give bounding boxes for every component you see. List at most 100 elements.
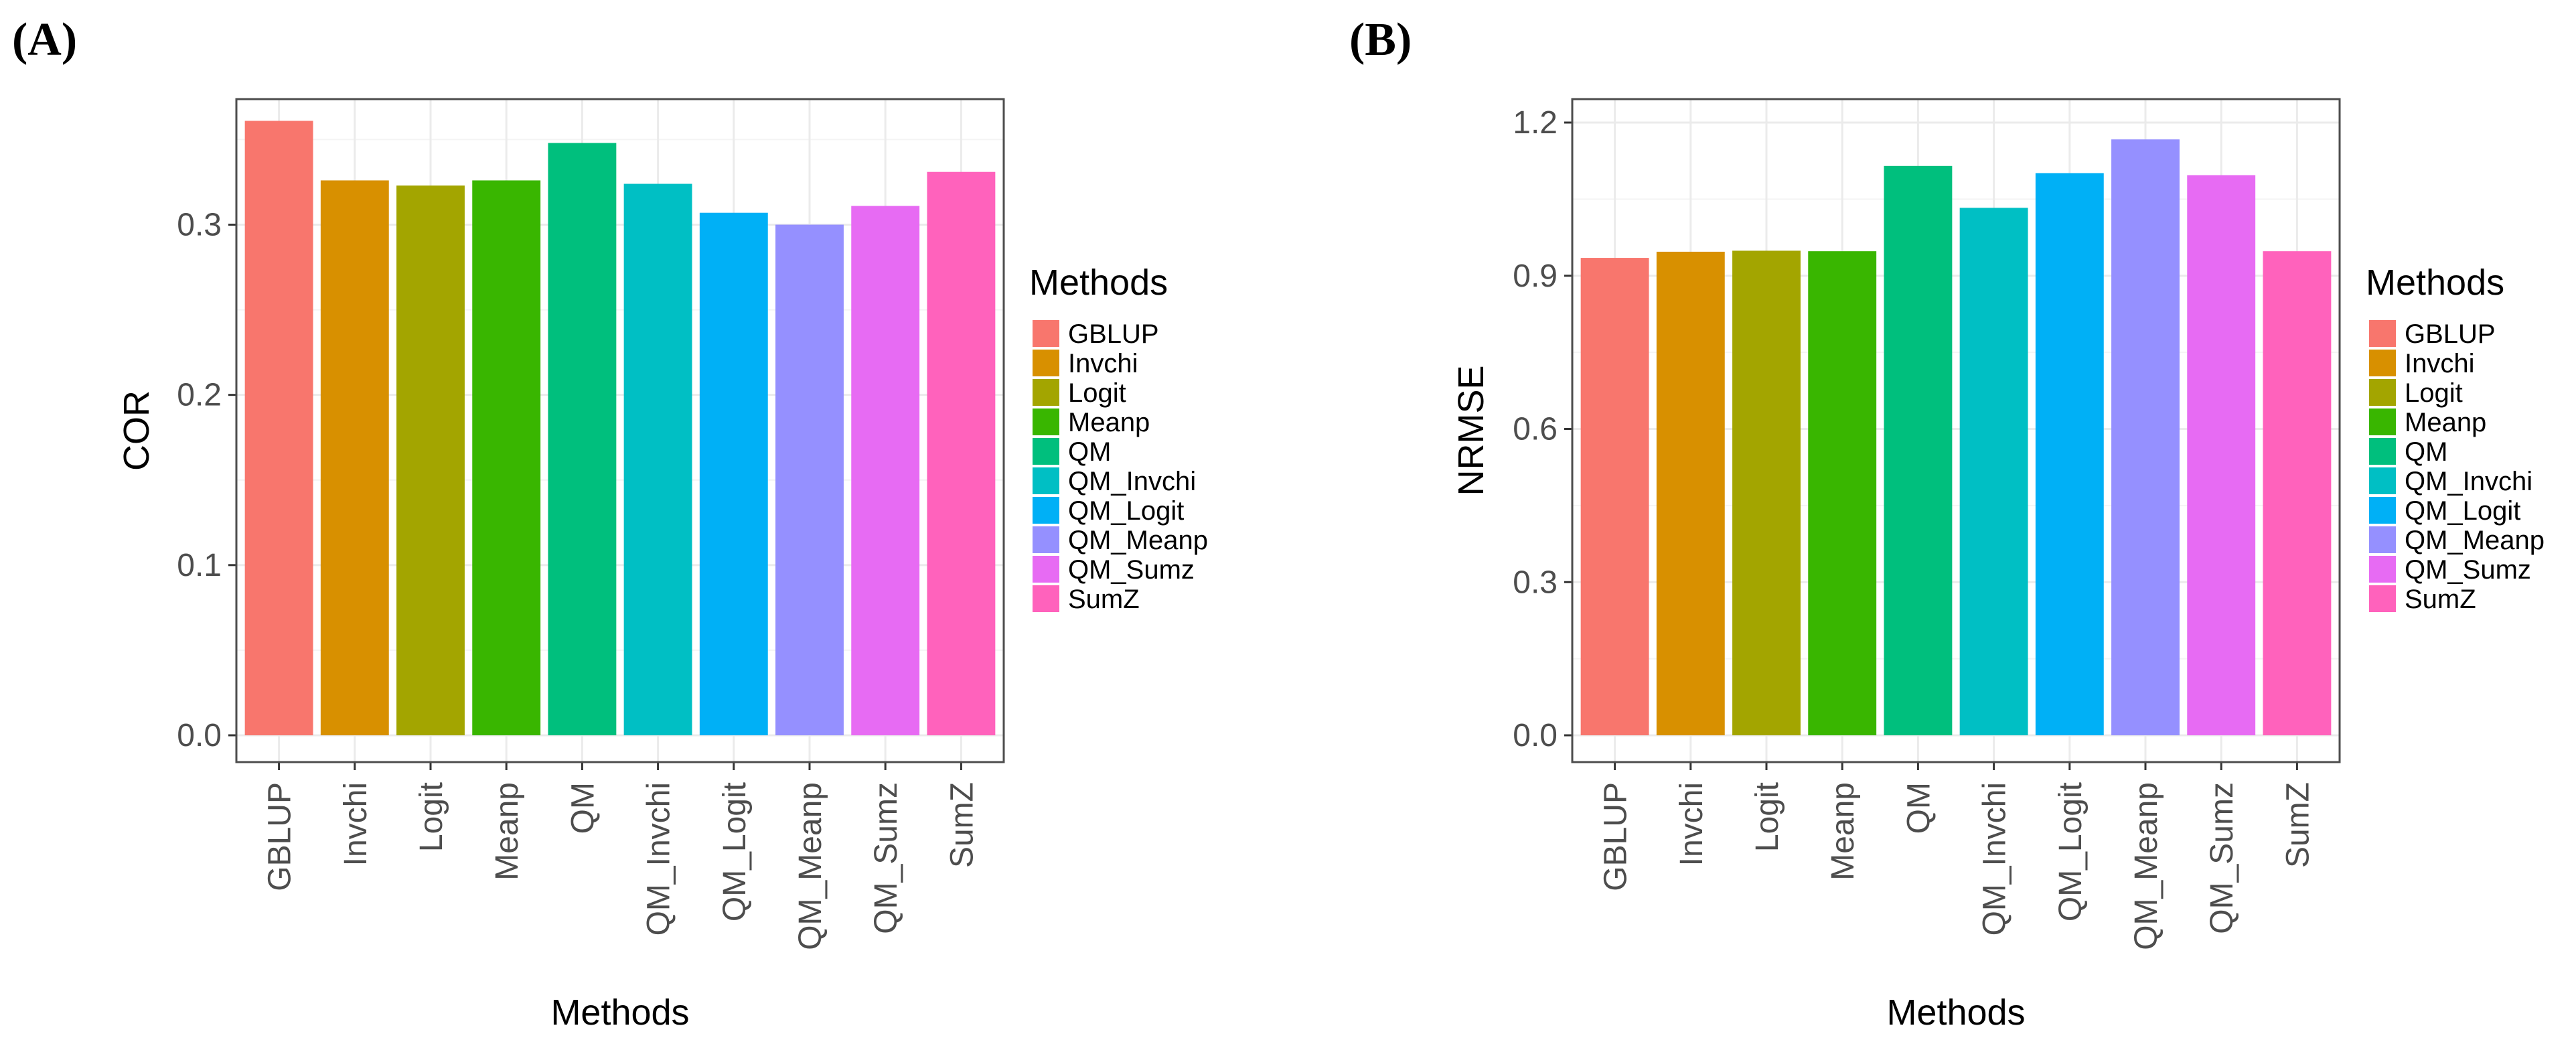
bar-qm <box>1884 165 1953 735</box>
legend-label: QM_Invchi <box>1068 467 1196 496</box>
legend-swatch <box>1033 320 1059 347</box>
legend: MethodsGBLUPInvchiLogitMeanpQMQM_InvchiQ… <box>1029 263 1208 614</box>
x-tick-label: GBLUP <box>262 782 298 891</box>
x-tick-label: QM_Logit <box>717 782 753 921</box>
bar-qm-invchi <box>623 183 692 735</box>
legend-swatch <box>2369 585 2396 612</box>
x-tick-label: Meanp <box>489 782 525 881</box>
bar-qm-logit <box>699 212 768 735</box>
legend-label: SumZ <box>1068 585 1140 614</box>
legend-swatch <box>2369 408 2396 435</box>
legend-swatch <box>1033 585 1059 612</box>
x-tick-label: SumZ <box>944 782 980 868</box>
y-tick-label: 0.0 <box>1513 718 1558 753</box>
bar-qm-sumz <box>2187 175 2256 736</box>
legend-label: QM_Sumz <box>1068 555 1195 585</box>
legend-swatch <box>1033 350 1059 376</box>
bar-qm-meanp <box>2111 139 2180 736</box>
y-axis-title: NRMSE <box>1451 365 1491 496</box>
x-tick-label: QM_Logit <box>2053 782 2089 921</box>
bar-meanp <box>1808 251 1877 735</box>
bar-invchi <box>320 180 389 736</box>
x-tick-label: GBLUP <box>1598 782 1634 891</box>
x-tick-label: Invchi <box>338 782 374 866</box>
bar-qm <box>548 143 617 735</box>
x-tick-label: QM_Meanp <box>793 782 828 950</box>
legend-label: QM_Logit <box>1068 496 1184 526</box>
bar-meanp <box>472 180 541 736</box>
y-axis-title: COR <box>117 390 157 471</box>
x-tick-label: QM_Invchi <box>641 782 677 936</box>
x-tick-label: Meanp <box>1825 782 1861 881</box>
bar-invchi <box>1656 251 1725 736</box>
legend-swatch <box>2369 379 2396 406</box>
y-tick-label: 0.9 <box>1513 258 1558 294</box>
bar-logit <box>396 185 465 736</box>
legend-label: QM_Meanp <box>1068 526 1208 555</box>
legend-label: Logit <box>2405 378 2463 408</box>
x-tick-label: QM_Sumz <box>2204 782 2240 934</box>
x-axis-title: Methods <box>550 992 689 1033</box>
bar-sumz <box>927 171 996 735</box>
legend-swatch <box>1033 438 1059 465</box>
legend-label: QM_Logit <box>2405 496 2520 526</box>
legend-swatch <box>2369 438 2396 465</box>
x-tick-label: QM_Meanp <box>2129 782 2164 950</box>
panel-label: (A) <box>12 14 77 66</box>
legend-label: QM_Sumz <box>2405 555 2531 585</box>
bar-qm-invchi <box>1959 208 2028 735</box>
y-tick-label: 0.0 <box>177 718 222 753</box>
bar-qm-logit <box>2035 173 2104 735</box>
legend-swatch <box>1033 497 1059 524</box>
legend-label: Meanp <box>2405 408 2486 437</box>
legend-label: Invchi <box>1068 349 1138 378</box>
x-tick-label: Invchi <box>1674 782 1710 866</box>
legend-swatch <box>2369 556 2396 583</box>
bar-sumz <box>2263 251 2332 735</box>
legend-title: Methods <box>1029 263 1168 303</box>
legend-label: QM_Invchi <box>2405 467 2532 496</box>
bar-qm-sumz <box>851 206 920 736</box>
panel-label: (B) <box>1349 14 1412 66</box>
y-tick-label: 0.6 <box>1513 412 1558 447</box>
legend-swatch <box>1033 526 1059 553</box>
x-tick-label: QM_Sumz <box>868 782 904 934</box>
plot-border <box>235 98 1005 763</box>
y-tick-label: 0.1 <box>177 548 222 583</box>
legend-title: Methods <box>2366 263 2504 303</box>
legend: MethodsGBLUPInvchiLogitMeanpQMQM_InvchiQ… <box>2366 263 2545 614</box>
legend-label: QM <box>2405 437 2447 467</box>
legend-label: QM <box>1068 437 1111 467</box>
legend-label: SumZ <box>2405 585 2476 614</box>
x-tick-label: Logit <box>1750 782 1785 852</box>
x-tick-label: QM_Invchi <box>1977 782 2013 936</box>
legend-swatch <box>1033 379 1059 406</box>
legend-swatch <box>1033 408 1059 435</box>
bar-gblup <box>244 121 313 736</box>
x-tick-label: SumZ <box>2280 782 2316 868</box>
y-tick-label: 1.2 <box>1513 105 1558 141</box>
legend-swatch <box>1033 556 1059 583</box>
x-tick-label: QM <box>1901 782 1937 834</box>
y-tick-label: 0.3 <box>177 208 222 243</box>
plot-border <box>1571 98 2341 763</box>
legend-label: GBLUP <box>2405 319 2496 349</box>
legend-label: Meanp <box>1068 408 1150 437</box>
legend-swatch <box>2369 497 2396 524</box>
legend-swatch <box>1033 467 1059 494</box>
y-tick-label: 0.2 <box>177 378 222 413</box>
legend-label: Logit <box>1068 378 1126 408</box>
legend-swatch <box>2369 467 2396 494</box>
legend-label: Invchi <box>2405 349 2475 378</box>
legend-label: QM_Meanp <box>2405 526 2545 555</box>
legend-swatch <box>2369 350 2396 376</box>
y-tick-label: 0.3 <box>1513 565 1558 600</box>
legend-swatch <box>2369 320 2396 347</box>
legend-label: GBLUP <box>1068 319 1159 349</box>
x-axis-title: Methods <box>1886 992 2025 1033</box>
x-tick-label: Logit <box>414 782 449 852</box>
x-tick-label: QM <box>565 782 601 834</box>
